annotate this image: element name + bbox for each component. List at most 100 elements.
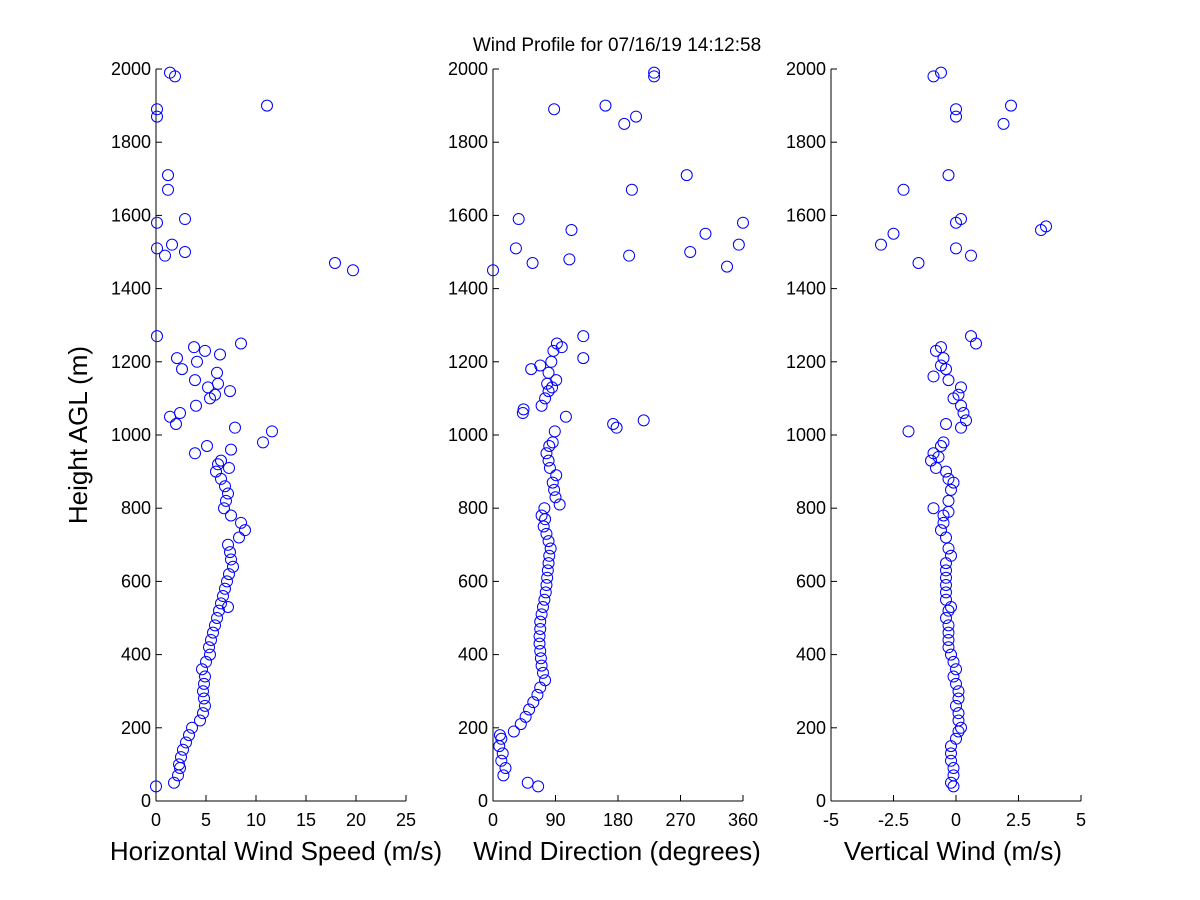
y-axis-label: Height AGL (m) (63, 346, 93, 524)
data-point-speed (217, 590, 229, 603)
data-point-vertical (952, 692, 965, 705)
data-point-direction (537, 520, 550, 533)
data-point-speed (219, 582, 231, 595)
data-point-speed (209, 619, 221, 632)
y-tick-label-direction: 800 (458, 498, 488, 518)
x-tick-label-speed: 0 (151, 810, 161, 830)
data-point-speed (210, 465, 222, 478)
data-point-direction (534, 615, 547, 628)
data-point-direction (577, 330, 590, 343)
data-point-vertical (887, 227, 900, 240)
data-point-speed (151, 110, 163, 123)
data-point-direction (534, 622, 547, 635)
data-point-speed (175, 751, 187, 764)
y-tick-label-direction: 0 (478, 791, 488, 811)
data-point-speed (198, 692, 210, 705)
data-point-vertical (960, 414, 972, 427)
data-point-direction (577, 352, 590, 365)
y-tick-label-direction: 400 (458, 645, 488, 665)
data-point-vertical (935, 524, 947, 537)
data-point-direction (540, 447, 553, 460)
data-point-vertical (912, 256, 925, 269)
data-point-direction (534, 359, 547, 372)
y-tick-label-vertical: 400 (796, 645, 826, 665)
data-point-vertical (945, 747, 957, 760)
data-point-speed (162, 183, 174, 196)
data-point-direction (541, 564, 554, 577)
data-point-speed (204, 648, 216, 661)
data-point-vertical (942, 626, 955, 639)
data-point-direction (721, 260, 734, 273)
data-point-speed (199, 670, 211, 683)
data-point-speed (235, 337, 247, 350)
data-point-direction (487, 264, 499, 277)
data-point-speed (177, 743, 189, 756)
data-point-speed (214, 348, 226, 361)
data-point-vertical (950, 663, 962, 676)
data-point-direction (517, 403, 530, 416)
data-point-speed (201, 439, 213, 452)
data-point-direction (537, 666, 549, 679)
data-point-vertical (945, 601, 957, 614)
data-point-speed (168, 776, 180, 789)
data-point-speed (222, 601, 234, 614)
data-point-direction (535, 608, 548, 621)
data-point-speed (162, 169, 174, 182)
data-point-vertical (927, 70, 940, 83)
data-point-direction (563, 253, 576, 266)
data-point-direction (538, 502, 551, 515)
data-point-vertical (940, 593, 952, 606)
data-point-vertical (942, 494, 955, 507)
data-point-direction (648, 70, 661, 83)
data-point-direction (531, 688, 544, 701)
data-point-speed (199, 699, 211, 712)
y-tick-label-speed: 1800 (111, 132, 151, 152)
y-tick-label-vertical: 800 (796, 498, 826, 518)
x-axis-label-speed: Horizontal Wind Speed (m/s) (110, 836, 442, 866)
y-tick-label-vertical: 1600 (786, 205, 826, 225)
x-tick-label-speed: 5 (201, 810, 211, 830)
data-point-vertical (945, 483, 957, 496)
data-point-vertical (940, 418, 952, 431)
data-point-vertical (950, 110, 962, 123)
data-point-speed (200, 655, 212, 668)
data-point-speed (224, 546, 236, 559)
data-point-speed (218, 502, 230, 515)
y-tick-label-direction: 1200 (448, 352, 488, 372)
data-point-vertical (945, 740, 957, 753)
y-tick-label-speed: 200 (121, 718, 151, 738)
data-point-direction (534, 644, 547, 657)
data-point-direction (527, 696, 540, 709)
data-point-speed (222, 487, 234, 500)
data-point-vertical (947, 655, 960, 668)
y-tick-label-direction: 1000 (448, 425, 488, 445)
data-point-direction (610, 421, 623, 434)
data-point-vertical (957, 407, 970, 420)
data-point-speed (190, 399, 202, 412)
data-point-direction (526, 256, 539, 269)
data-point-vertical (952, 725, 965, 738)
x-tick-label-speed: 25 (396, 810, 416, 830)
data-point-vertical (1040, 220, 1052, 233)
panel-vertical-wind: 0 200 400 600 800 1000 1200 1400 1600 1800 2000 -5 -… (786, 59, 1086, 866)
data-point-vertical (950, 677, 962, 690)
data-point-speed (197, 707, 209, 720)
data-point-speed (224, 385, 236, 398)
y-tick-label-speed: 600 (121, 571, 151, 591)
data-point-vertical (897, 183, 910, 196)
data-point-direction (549, 491, 562, 504)
data-point-direction (532, 780, 545, 793)
y-tick-label-speed: 800 (121, 498, 151, 518)
data-point-direction (543, 549, 556, 562)
data-point-speed (212, 377, 224, 390)
data-point-speed (151, 216, 163, 229)
panel-horizontal-wind-speed: 0 200 400 600 800 1000 1200 1400 1600 1800 2000 0 5 1… (110, 59, 442, 866)
data-point-vertical (950, 699, 962, 712)
data-point-direction (538, 593, 551, 606)
data-point-speed (261, 99, 273, 112)
data-point-speed (239, 524, 251, 537)
data-point-vertical (942, 374, 955, 387)
y-tick-label-vertical: 1400 (786, 279, 826, 299)
data-point-direction (540, 527, 553, 540)
